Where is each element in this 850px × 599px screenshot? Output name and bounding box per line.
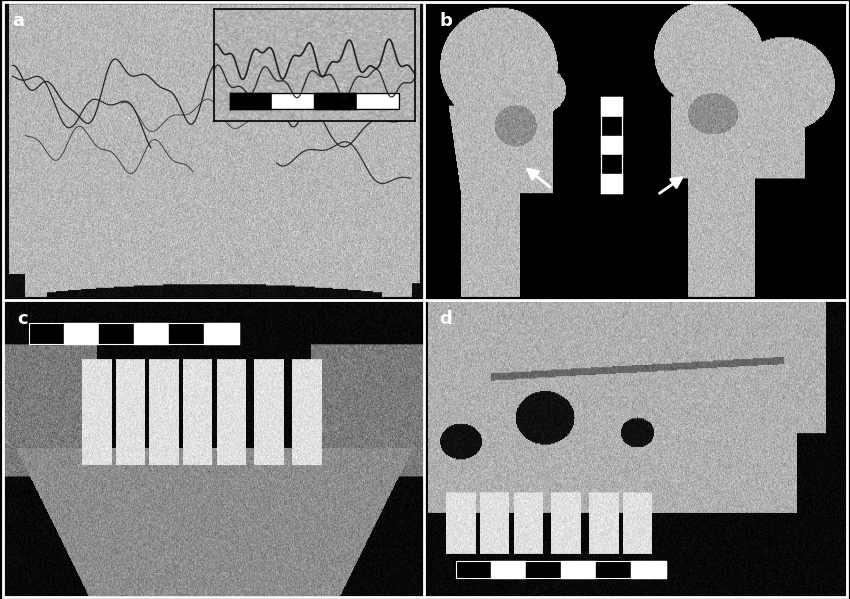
Text: b: b <box>439 12 452 30</box>
Text: c: c <box>17 310 27 328</box>
Text: a: a <box>13 12 25 30</box>
Text: d: d <box>439 310 452 328</box>
